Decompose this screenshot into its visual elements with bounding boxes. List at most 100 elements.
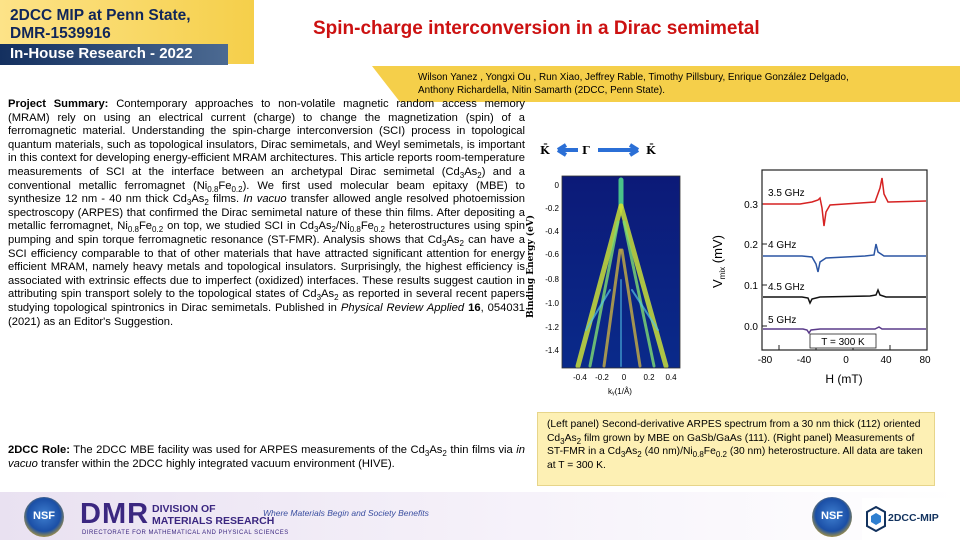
summary-text: As — [446, 233, 460, 246]
dmr-materials-research: MATERIALS RESEARCH — [152, 515, 275, 527]
arpes-ytick: -0.2 — [545, 204, 559, 213]
stfmr-ylabel-main: V — [710, 279, 725, 288]
stfmr-xtick: -80 — [758, 355, 773, 366]
nsf-logo-text: NSF — [33, 510, 55, 522]
arpes-ytick: -1.0 — [545, 299, 559, 308]
2dcc-mip-mark-icon — [866, 506, 886, 532]
series-line-5-ghz — [763, 326, 926, 335]
journal-volume: 16 — [468, 301, 481, 314]
summary-text: on top, we studied SCI in Cd — [163, 220, 315, 233]
arpes-image — [561, 175, 681, 369]
caption-part: Fe — [703, 446, 716, 458]
series-label: 3.5 GHz — [768, 188, 805, 199]
caption-part: (30 nm) heterostructure. All data are ta… — [547, 446, 923, 471]
arpes-xtick: -0.4 — [573, 373, 587, 382]
arpes-xtick: -0.2 — [595, 373, 609, 382]
stfmr-ytick: 0.3 — [744, 200, 758, 211]
summary-text: ) and a conventional metallic ferromagne… — [8, 165, 525, 192]
stfmr-ytick: 0.0 — [744, 322, 758, 333]
dmr-directorate: DIRECTORATE FOR MATHEMATICAL AND PHYSICA… — [82, 530, 289, 536]
stfmr-xtick: 80 — [919, 355, 931, 366]
summary-text: transfer allowed angle resolved photoemi… — [8, 193, 526, 233]
stfmr-ylabel-unit: (mV) — [710, 235, 725, 267]
summary-text: /Ni — [336, 220, 350, 233]
2dcc-mip-logo: 2DCC-MIP — [862, 498, 960, 540]
summary-text: ). We first used molecular beam epitaxy … — [8, 179, 525, 206]
temperature-label: T = 300 K — [821, 337, 865, 348]
nsf-logo-right: NSF — [812, 497, 852, 537]
arpes-xtick: 0.4 — [665, 373, 677, 382]
arpes-ytick: -0.6 — [545, 250, 559, 259]
role-text: thin films via — [446, 444, 517, 456]
stfmr-plot: 3.5 GHz 4 GHz 4.5 GHz 5 GHz T = 300 K — [761, 169, 928, 351]
subscript: 0.8 — [692, 450, 704, 460]
arpes-ytick: -1.4 — [545, 346, 559, 355]
series-label: 5 GHz — [768, 315, 796, 326]
subscript: 3 — [314, 225, 319, 235]
subscript: 0.8 — [127, 225, 139, 235]
subscript: 3 — [424, 449, 430, 459]
arpes-gamma-label: Γ — [582, 144, 590, 157]
subscript: 2 — [331, 225, 336, 235]
arpes-xlabel: kᵧ(1/Å) — [608, 387, 632, 396]
caption-part: (40 nm)/Ni — [641, 446, 693, 458]
summary-text: heterostructures using spin pumping and … — [8, 220, 525, 246]
subscript: 2 — [477, 171, 482, 181]
subscript: 2 — [442, 449, 447, 459]
summary-text: films. — [208, 193, 244, 206]
subscript: 3 — [186, 198, 192, 208]
summary-text: can have a SCI efficiency comparable to … — [8, 233, 525, 301]
journal-name: Physical Review Applied — [340, 301, 465, 314]
header-line1: 2DCC MIP at Penn State, — [10, 7, 191, 24]
arpes-k-right-label: K̄ — [646, 143, 656, 157]
subscript: 3 — [459, 171, 465, 181]
header-subtitle: In-House Research - 2022 — [10, 45, 193, 62]
summary-text: Fe — [138, 220, 153, 233]
page-title: Spin-charge interconversion in a Dirac s… — [313, 18, 760, 39]
summary-text: As — [464, 165, 478, 178]
role-text: The 2DCC MBE facility was used for ARPES… — [69, 444, 425, 456]
authors-line1: Wilson Yanez , Yongxi Ou , Run Xiao, Jef… — [418, 72, 849, 83]
summary-text: As — [321, 288, 335, 301]
authors-banner: Wilson Yanez , Yongxi Ou , Run Xiao, Jef… — [372, 66, 960, 102]
series-label: 4.5 GHz — [768, 282, 805, 293]
stfmr-xtick: 0 — [843, 355, 849, 366]
summary-text: , 054031 (2021) as an Editor's Suggestio… — [8, 301, 526, 328]
role-text: As — [429, 444, 443, 456]
arpes-xtick: 0 — [622, 373, 627, 382]
arrow-left-icon — [556, 143, 578, 157]
summary-text: As — [191, 193, 205, 206]
summary-label: Project Summary: — [8, 98, 109, 110]
series-line-4-ghz — [763, 243, 926, 273]
caption-part: As — [564, 432, 577, 444]
stfmr-xtick: 40 — [880, 355, 892, 366]
subscript: 3 — [620, 450, 626, 460]
summary-text: Contemporary approaches to non-volatile … — [8, 98, 526, 178]
subscript: 0.2 — [231, 184, 243, 194]
stfmr-ylabel: Vmix (mV) — [710, 235, 727, 288]
caption-text: (Left panel) Second-derivative ARPES spe… — [547, 418, 925, 472]
stfmr-ytick: 0.1 — [744, 281, 758, 292]
summary-text: Fe — [218, 179, 232, 192]
summary-italic: In vacuo — [243, 193, 287, 206]
stfmr-ylabel-sub: mix — [718, 267, 727, 279]
summary-text: As — [318, 220, 332, 233]
caption-part: (Left panel) Second-derivative ARPES spe… — [547, 419, 921, 444]
subscript: 0.2 — [152, 225, 164, 235]
series-line-3-5-ghz — [763, 177, 927, 227]
arpes-k-left-label: K̄ — [540, 143, 550, 157]
arpes-xtick: 0.2 — [643, 373, 655, 382]
figure-svg: K̄ Γ K̄ 0 -0.2 -0.4 -0. — [525, 143, 931, 396]
footer-bar — [0, 492, 960, 540]
subscript: 2 — [204, 198, 209, 208]
dmr-division: DIVISION OF — [152, 503, 216, 515]
arpes-ytick: -1.2 — [545, 323, 559, 332]
figure-caption: (Left panel) Second-derivative ARPES spe… — [537, 412, 935, 486]
subscript: 2 — [576, 436, 582, 446]
role-label: 2DCC Role: — [8, 444, 70, 456]
caption-part: film grown by MBE on GaSb/GaAs (111). (R… — [547, 432, 915, 458]
project-summary: Project Summary: Contemporary approaches… — [8, 98, 525, 329]
arpes-ytick: 0 — [555, 181, 560, 190]
subscript: 2 — [334, 293, 339, 303]
subscript: 0.8 — [207, 184, 219, 194]
